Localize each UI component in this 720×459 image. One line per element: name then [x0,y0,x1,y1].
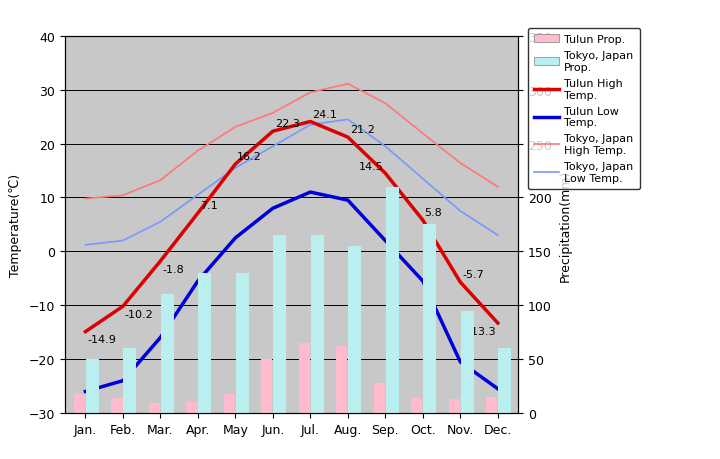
Bar [113,398,122,413]
Bar [386,187,399,413]
Text: -1.8: -1.8 [162,264,184,274]
Bar [235,273,249,413]
Bar [498,348,511,413]
Bar [488,397,498,413]
Bar [76,394,85,413]
Bar [224,394,233,413]
Bar [263,359,272,413]
Bar [123,348,136,413]
Text: 14.5: 14.5 [359,161,384,171]
Text: -10.2: -10.2 [125,309,153,319]
Bar [451,399,460,413]
Bar [338,347,348,413]
Y-axis label: Precipitation(mm): Precipitation(mm) [559,169,572,281]
Bar [423,225,436,413]
Bar [413,398,423,413]
Text: 21.2: 21.2 [350,125,374,135]
Bar [299,343,308,413]
Bar [198,273,212,413]
Bar [73,394,84,413]
Text: 7.1: 7.1 [199,201,217,211]
Bar [188,403,197,413]
Bar [376,383,385,413]
Legend: Tulun Prop., Tokyo, Japan
Prop., Tulun High
Temp., Tulun Low
Temp., Tokyo, Japan: Tulun Prop., Tokyo, Japan Prop., Tulun H… [528,28,640,190]
Bar [186,403,196,413]
Bar [461,311,474,413]
Bar [161,295,174,413]
Bar [374,383,383,413]
Text: 5.8: 5.8 [425,208,442,218]
Bar [150,403,160,413]
Bar [149,403,158,413]
Bar [336,347,346,413]
Bar [112,398,121,413]
Bar [449,399,458,413]
Bar [311,235,324,413]
Bar [225,394,235,413]
Text: -14.9: -14.9 [87,335,116,345]
Bar [411,398,420,413]
Bar [348,246,361,413]
Bar [86,359,99,413]
Text: -5.7: -5.7 [462,270,484,280]
Y-axis label: Temperature(℃): Temperature(℃) [9,174,22,276]
Bar [261,359,271,413]
Bar [273,235,287,413]
Text: -13.3: -13.3 [467,326,496,336]
Text: 22.3: 22.3 [275,119,300,129]
Bar [300,343,310,413]
Text: 24.1: 24.1 [312,110,337,119]
Bar [486,397,495,413]
Text: 16.2: 16.2 [238,152,262,162]
